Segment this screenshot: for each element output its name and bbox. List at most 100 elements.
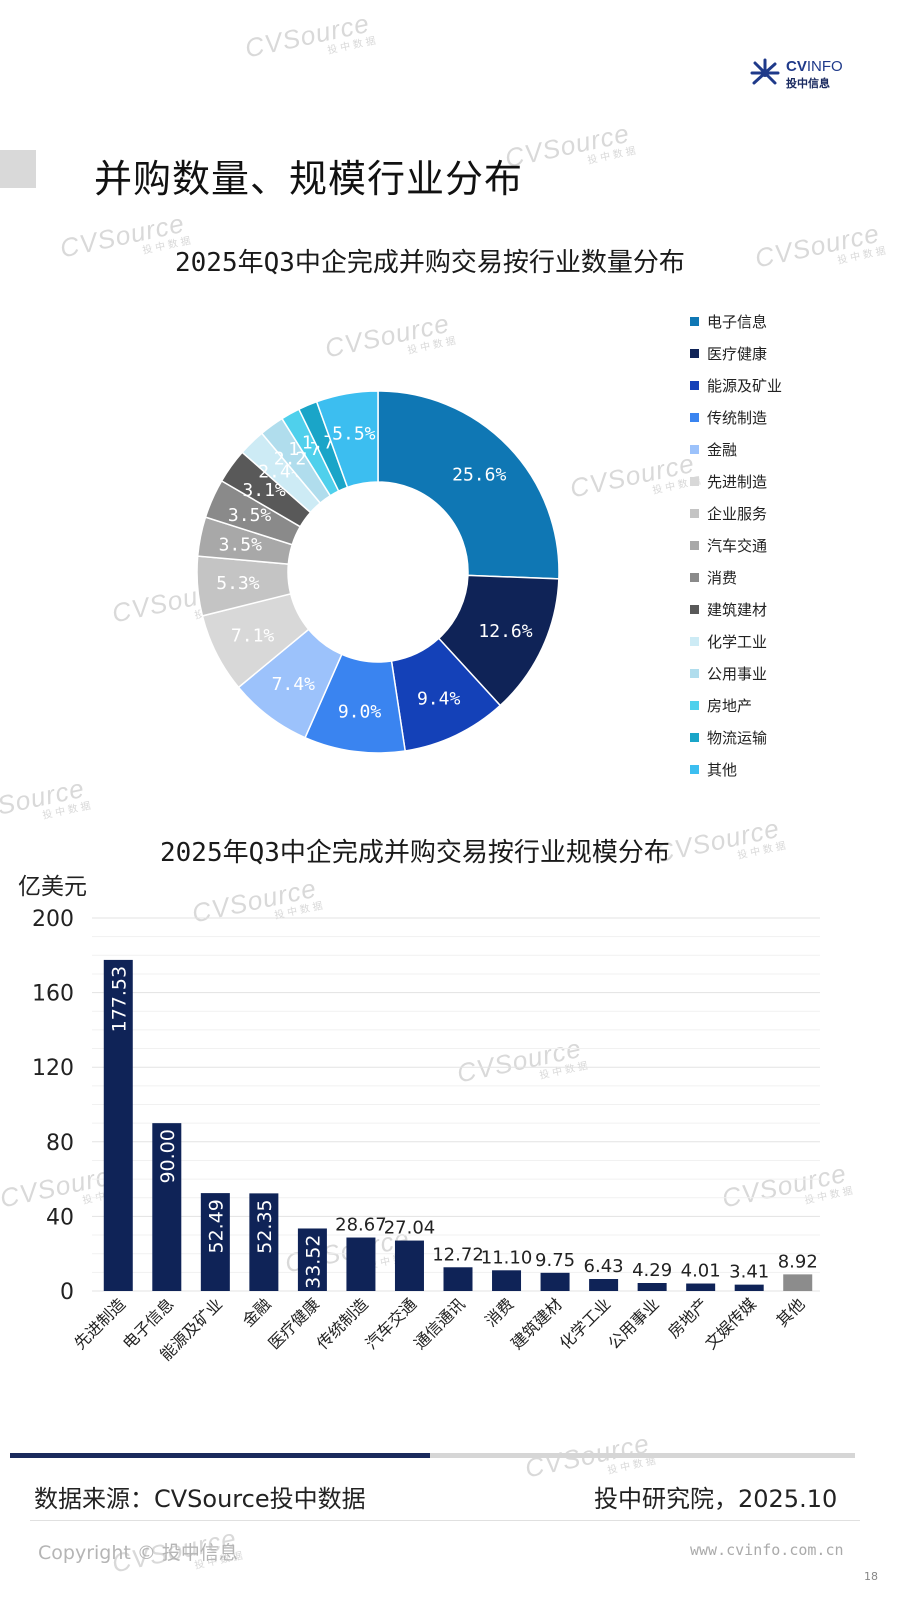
- legend-item: 电子信息: [690, 305, 782, 337]
- x-tick-label: 金融: [239, 1294, 275, 1330]
- legend-label: 公用事业: [707, 664, 768, 683]
- bar-value-label: 11.10: [481, 1247, 533, 1268]
- donut-slice: [377, 390, 560, 580]
- logo-brand-light: INFO: [806, 58, 843, 75]
- watermark-text: CVSource: [242, 7, 373, 64]
- footer-divider-accent: [10, 1453, 430, 1458]
- bar-value-label: 8.92: [778, 1251, 818, 1272]
- donut-slice-label: 5.3%: [216, 573, 260, 594]
- legend-item: 其他: [690, 753, 782, 785]
- donut-legend: 电子信息医疗健康能源及矿业传统制造金融先进制造企业服务汽车交通消费建筑建材化学工…: [690, 305, 782, 785]
- legend-swatch: [690, 732, 699, 742]
- legend-label: 化学工业: [707, 632, 768, 651]
- legend-item: 建筑建材: [690, 593, 782, 625]
- bar: [394, 1240, 424, 1291]
- burst-icon: [750, 58, 780, 85]
- legend-swatch: [690, 348, 699, 358]
- donut-slice-label: 5.5%: [332, 424, 376, 445]
- watermark-sub: 投中数据: [326, 35, 380, 57]
- donut-slice-label: 12.6%: [478, 621, 532, 642]
- legend-label: 企业服务: [707, 504, 768, 523]
- legend-label: 先进制造: [707, 472, 768, 491]
- bar-value-label: 4.29: [632, 1260, 672, 1281]
- y-tick-label: 80: [46, 1131, 74, 1156]
- x-tick-label: 建筑建材: [507, 1294, 566, 1353]
- bar-value-label: 3.41: [729, 1262, 769, 1283]
- bar: [540, 1272, 570, 1291]
- bar: [637, 1282, 667, 1291]
- bar: [492, 1270, 522, 1291]
- legend-label: 金融: [707, 440, 738, 459]
- bar: [443, 1267, 473, 1291]
- bar-value-label: 52.35: [254, 1199, 276, 1253]
- legend-item: 医疗健康: [690, 337, 782, 369]
- x-tick-label: 传统制造: [313, 1294, 372, 1353]
- bar-chart: 04080120160200亿美元177.53先进制造90.00电子信息52.4…: [18, 874, 820, 1364]
- donut-slice-label: 7.4%: [272, 674, 316, 695]
- legend-swatch: [690, 508, 699, 518]
- legend-item: 房地产: [690, 689, 782, 721]
- legend-label: 物流运输: [707, 728, 768, 747]
- bar: [783, 1274, 813, 1291]
- watermark-sub: 投中数据: [836, 245, 890, 267]
- legend-label: 汽车交通: [707, 536, 768, 555]
- bar-value-label: 28.67: [335, 1215, 387, 1236]
- website-link[interactable]: www.cvinfo.com.cn: [690, 1541, 844, 1559]
- bar: [686, 1283, 716, 1291]
- footer-line: [30, 1520, 860, 1521]
- bar-value-label: 52.49: [205, 1199, 227, 1253]
- watermark-sub: 投中数据: [406, 335, 460, 357]
- legend-swatch: [690, 668, 699, 678]
- bar: [346, 1237, 376, 1291]
- legend-label: 传统制造: [707, 408, 768, 427]
- legend-item: 金融: [690, 433, 782, 465]
- legend-swatch: [690, 476, 699, 486]
- legend-label: 医疗健康: [707, 344, 768, 363]
- bar-value-label: 90.00: [157, 1129, 179, 1183]
- legend-label: 房地产: [707, 696, 753, 715]
- logo-subtitle: 投中信息: [786, 77, 830, 90]
- x-tick-label: 化学工业: [556, 1294, 615, 1353]
- section-marker: [0, 150, 36, 188]
- y-tick-label: 120: [32, 1056, 74, 1081]
- legend-label: 建筑建材: [707, 600, 768, 619]
- legend-item: 企业服务: [690, 497, 782, 529]
- y-tick-label: 40: [46, 1205, 74, 1230]
- x-tick-label: 汽车交通: [362, 1294, 421, 1353]
- page-number: 18: [864, 1570, 878, 1583]
- legend-swatch: [690, 700, 699, 710]
- legend-item: 消费: [690, 561, 782, 593]
- bar-value-label: 9.75: [535, 1250, 575, 1271]
- legend-swatch: [690, 380, 699, 390]
- legend-label: 能源及矿业: [707, 376, 783, 395]
- legend-label: 其他: [707, 760, 738, 779]
- watermark-text: CVSource: [652, 812, 783, 869]
- x-tick-label: 消费: [481, 1294, 517, 1330]
- bar: [734, 1284, 764, 1291]
- logo-brand-bold: CV: [786, 58, 807, 75]
- report-org-date: 投中研究院，2025.10: [594, 1485, 838, 1513]
- donut-slice-label: 3.5%: [228, 505, 272, 526]
- donut-slice-label: 25.6%: [452, 465, 506, 486]
- bar: [200, 1193, 230, 1291]
- bar-value-label: 27.04: [384, 1218, 436, 1239]
- legend-item: 先进制造: [690, 465, 782, 497]
- page-title: 并购数量、规模行业分布: [94, 157, 524, 201]
- bar: [297, 1228, 327, 1291]
- legend-label: 消费: [707, 568, 738, 587]
- y-tick-label: 0: [60, 1280, 74, 1305]
- legend-swatch: [690, 316, 699, 326]
- watermark-text: CVSource: [752, 217, 883, 274]
- legend-swatch: [690, 636, 699, 646]
- cvinfo-logo: CVINFO 投中信息: [748, 56, 848, 90]
- legend-item: 传统制造: [690, 401, 782, 433]
- bar: [589, 1279, 619, 1291]
- x-tick-label: 文娱传媒: [701, 1294, 760, 1353]
- y-tick-label: 200: [32, 907, 74, 932]
- watermark-text: CVSource: [0, 772, 88, 829]
- bar-value-label: 4.01: [681, 1261, 721, 1282]
- x-tick-label: 公用事业: [604, 1294, 663, 1353]
- legend-label: 电子信息: [707, 312, 768, 331]
- bar-value-label: 6.43: [584, 1256, 624, 1277]
- bar: [249, 1193, 279, 1291]
